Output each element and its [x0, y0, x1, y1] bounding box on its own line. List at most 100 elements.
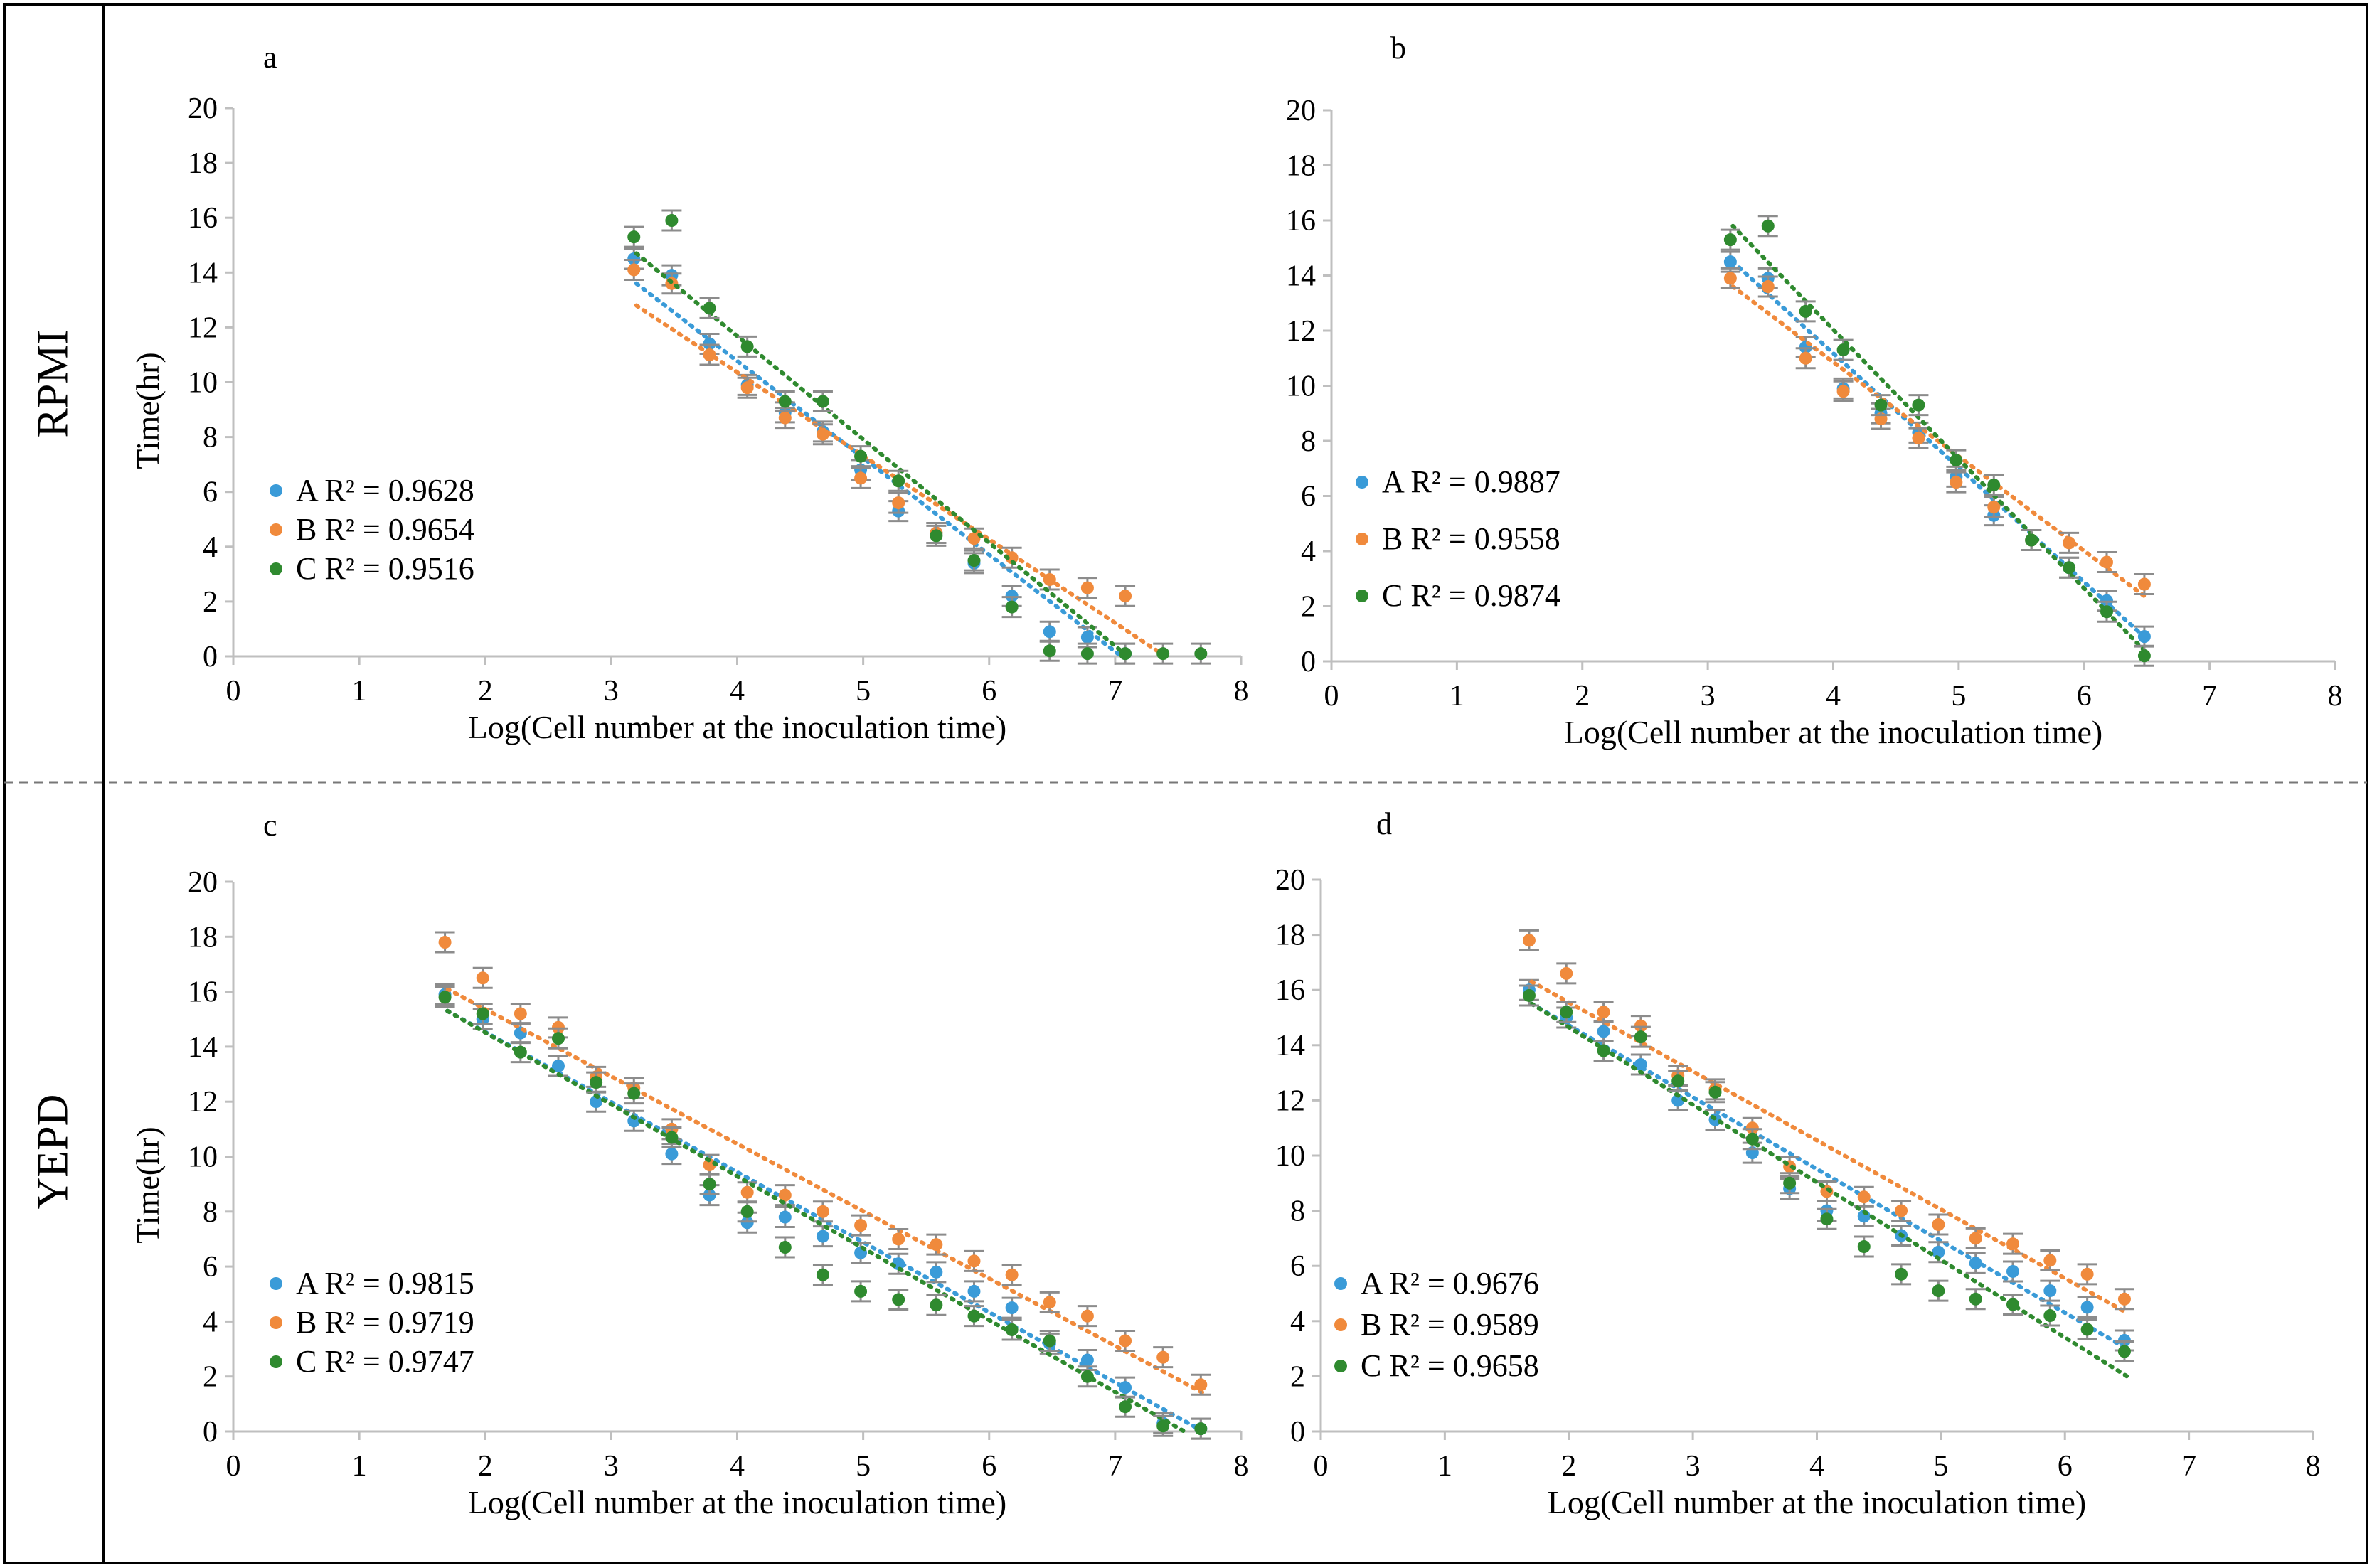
legend-label-B: B R² = 0.9558 [1382, 521, 1560, 556]
y-axis-title: Time(hr) [129, 352, 166, 469]
data-point-C [514, 1045, 527, 1059]
data-point-C [590, 1076, 603, 1089]
series-C [435, 986, 1211, 1440]
data-point-A [1932, 1245, 1945, 1259]
x-tick-label: 6 [982, 1450, 996, 1483]
x-tick-label: 5 [856, 675, 871, 708]
data-point-B [2117, 1292, 2131, 1306]
data-point-C [2006, 1298, 2020, 1311]
data-point-B [2063, 536, 2076, 550]
data-point-B [854, 1219, 868, 1232]
data-point-C [1043, 644, 1056, 658]
data-point-C [1043, 1334, 1056, 1348]
data-point-C [2137, 649, 2151, 663]
data-point-A [2043, 1284, 2057, 1298]
data-point-C [1708, 1085, 1722, 1099]
y-tick-label: 16 [188, 202, 218, 235]
data-point-B [2080, 1267, 2094, 1281]
data-point-C [665, 214, 679, 228]
y-tick-label: 6 [1301, 481, 1316, 513]
data-point-C [1156, 647, 1170, 661]
x-tick-label: 8 [1234, 1450, 1249, 1483]
series-C [1519, 984, 2134, 1379]
data-point-B [2137, 577, 2151, 591]
y-tick-label: 2 [1290, 1360, 1305, 1393]
y-tick-label: 18 [1275, 919, 1305, 952]
data-point-C [703, 1178, 716, 1191]
data-point-C [1912, 398, 1925, 412]
data-point-B [1080, 1309, 1094, 1323]
y-tick-label: 18 [188, 921, 218, 954]
data-point-C [1671, 1074, 1685, 1088]
data-point-B [1987, 501, 2001, 513]
series-C [1720, 215, 2154, 667]
data-point-C [930, 1298, 943, 1312]
data-point-C [740, 1205, 754, 1218]
data-point-C [967, 554, 981, 567]
data-point-C [1761, 219, 1775, 233]
x-tick-label: 5 [1933, 1450, 1948, 1483]
x-tick-label: 2 [1575, 680, 1590, 713]
y-tick-label: 14 [1275, 1030, 1305, 1062]
data-point-B [2006, 1237, 2020, 1251]
trendline-A [1730, 260, 2149, 641]
data-point-C [1857, 1240, 1871, 1254]
legend-label-A: A R² = 0.9676 [1361, 1266, 1539, 1301]
trendline-A [1529, 1001, 2129, 1351]
legend-label-A: A R² = 0.9815 [296, 1266, 474, 1301]
x-tick-label: 2 [1561, 1450, 1576, 1483]
trendline-C [1730, 223, 2149, 656]
legend-marker-B [270, 523, 282, 536]
data-point-C [1783, 1176, 1797, 1190]
row-label-rpmi: RPMI [28, 329, 78, 438]
panel-letter: b [1390, 31, 1406, 65]
legend-label-A: A R² = 0.9628 [296, 473, 474, 508]
y-tick-label: 14 [1286, 260, 1316, 293]
legend-label-B: B R² = 0.9719 [296, 1305, 474, 1340]
data-point-A [1723, 255, 1737, 269]
data-point-C [627, 230, 641, 244]
data-point-B [854, 471, 868, 485]
data-point-B [1723, 272, 1737, 285]
data-point-C [892, 474, 905, 488]
y-tick-label: 12 [188, 1086, 218, 1119]
data-point-C [1932, 1284, 1945, 1298]
data-point-C [703, 302, 716, 315]
data-point-C [1522, 988, 1536, 1002]
trendline-B [445, 986, 1206, 1395]
data-point-B [1043, 1296, 1056, 1309]
data-point-B [1005, 1268, 1019, 1281]
data-point-C [1745, 1132, 1759, 1146]
x-tick-label: 4 [730, 675, 745, 708]
data-point-C [1156, 1419, 1170, 1433]
data-point-B [476, 971, 489, 985]
data-point-B [1912, 432, 1925, 445]
data-point-B [1857, 1190, 1871, 1204]
data-point-B [1895, 1204, 1908, 1217]
data-point-C [1969, 1292, 1982, 1306]
x-tick-label: 7 [1107, 675, 1122, 708]
legend-marker-B [1356, 533, 1368, 545]
data-point-B [1799, 351, 1812, 365]
data-point-A [967, 1284, 981, 1298]
series-B [1720, 267, 2154, 600]
data-point-C [854, 449, 868, 463]
data-point-A [930, 1265, 943, 1279]
x-tick-label: 3 [604, 1450, 619, 1483]
x-tick-label: 3 [1701, 680, 1716, 713]
y-tick-label: 6 [203, 476, 218, 509]
data-point-B [930, 1238, 943, 1252]
data-point-C [816, 395, 829, 408]
data-point-B [1194, 1378, 1208, 1392]
data-point-A [2080, 1301, 2094, 1314]
data-point-B [1080, 581, 1094, 594]
x-axis-title: Log(Cell number at the inoculation time) [1564, 714, 2103, 750]
data-point-C [1723, 233, 1737, 247]
data-point-C [665, 1131, 679, 1144]
data-point-B [816, 427, 829, 441]
y-tick-label: 14 [188, 257, 218, 289]
